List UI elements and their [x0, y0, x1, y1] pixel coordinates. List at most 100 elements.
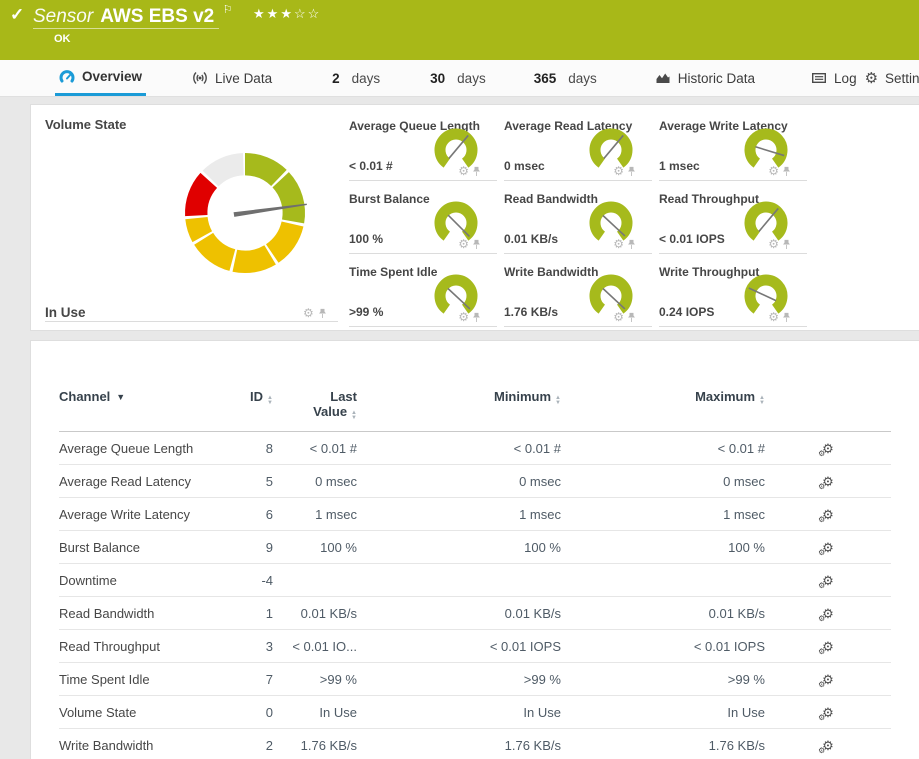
mini-gauge-cell[interactable]: Read Throughput < 0.01 IOPS ⚙ — [659, 181, 807, 254]
gauge-settings-gear-icon[interactable]: ⚙ — [768, 237, 779, 251]
stars-filled[interactable]: ★★★ — [253, 6, 294, 21]
tab-historic-data[interactable]: Historic Data — [651, 60, 759, 96]
channel-maximum: >99 % — [727, 671, 765, 687]
flag-icon[interactable]: ⚐ — [222, 4, 233, 16]
mini-gauge-cell[interactable]: Average Read Latency 0 msec ⚙ — [504, 108, 652, 181]
mini-gauge-dial — [744, 201, 788, 241]
channel-name[interactable]: Write Bandwidth — [59, 737, 154, 753]
channel-settings-icon[interactable]: ⚙ ⚙ — [818, 440, 834, 458]
mini-gauge-cell[interactable]: Average Write Latency 1 msec ⚙ — [659, 108, 807, 181]
gauge-settings-gear-icon[interactable]: ⚙ — [613, 164, 624, 178]
tab-log[interactable]: Log — [807, 60, 861, 96]
column-header-last-value[interactable]: Last Value ▲ ▼ — [313, 389, 357, 421]
tab-overview[interactable]: Overview — [55, 60, 147, 96]
mini-gauge-title: Average Write Latency — [659, 119, 788, 133]
channel-name[interactable]: Read Throughput — [59, 638, 160, 654]
stars-empty[interactable]: ☆☆ — [294, 6, 322, 21]
gauge-pin-icon[interactable] — [627, 166, 636, 177]
tab-2-days-number: 2 — [332, 70, 340, 86]
channel-table-panel: Channel ▼ ID ▲ ▼ Last Value ▲ ▼ Minimum ▲ ▼ Maxi… — [30, 340, 919, 759]
settings-gear-icon: ⚙ — [864, 69, 879, 87]
channel-name[interactable]: Average Queue Length — [59, 440, 194, 456]
table-row[interactable]: Downtime -4 ⚙ ⚙ — [59, 564, 891, 597]
channel-settings-icon[interactable]: ⚙ ⚙ — [818, 539, 834, 557]
mini-gauge-cell[interactable]: Average Queue Length < 0.01 # ⚙ — [349, 108, 497, 181]
table-row[interactable]: Volume State 0 In Use In Use In Use ⚙ ⚙ — [59, 696, 891, 729]
channel-name[interactable]: Read Bandwidth — [59, 605, 155, 621]
channel-settings-icon[interactable]: ⚙ ⚙ — [818, 737, 834, 755]
table-row[interactable]: Read Bandwidth 1 0.01 KB/s 0.01 KB/s 0.0… — [59, 597, 891, 630]
sort-desc-icon: ▼ — [116, 392, 126, 402]
tab-settings[interactable]: ⚙ Settings — [861, 60, 919, 96]
channel-id: -4 — [261, 572, 273, 588]
channel-name[interactable]: Volume State — [59, 704, 137, 720]
column-header-channel[interactable]: Channel ▼ — [59, 389, 126, 404]
gauge-pin-icon[interactable] — [782, 239, 791, 250]
mini-gauge-cell[interactable]: Time Spent Idle >99 % ⚙ — [349, 254, 497, 327]
gauge-settings-gear-icon[interactable]: ⚙ — [303, 306, 314, 320]
mini-gauge-value: 0.01 KB/s — [504, 232, 559, 246]
gauge-settings-gear-icon[interactable]: ⚙ — [458, 164, 469, 178]
tab-365-days[interactable]: 365 days — [530, 60, 601, 96]
table-row[interactable]: Average Queue Length 8 < 0.01 # < 0.01 #… — [59, 432, 891, 465]
sort-icon: ▲ ▼ — [267, 395, 273, 406]
mini-gauge-dial — [589, 274, 633, 314]
area-chart-icon — [656, 73, 670, 83]
gauge-pin-icon[interactable] — [782, 312, 791, 323]
table-row[interactable]: Write Bandwidth 2 1.76 KB/s 1.76 KB/s 1.… — [59, 729, 891, 759]
gauge-pin-icon[interactable] — [627, 312, 636, 323]
gauge-pin-icon[interactable] — [627, 239, 636, 250]
table-row[interactable]: Burst Balance 9 100 % 100 % 100 % ⚙ ⚙ — [59, 531, 891, 564]
channel-name[interactable]: Average Read Latency — [59, 473, 192, 489]
channel-minimum: < 0.01 IOPS — [489, 638, 561, 654]
gauge-icon — [59, 69, 75, 82]
column-header-id[interactable]: ID ▲ ▼ — [250, 389, 273, 406]
channel-settings-icon[interactable]: ⚙ ⚙ — [818, 671, 834, 689]
channel-settings-icon[interactable]: ⚙ ⚙ — [818, 605, 834, 623]
gauge-pin-icon[interactable] — [472, 166, 481, 177]
channel-id: 9 — [265, 539, 273, 555]
column-header-maximum[interactable]: Maximum ▲ ▼ — [695, 389, 765, 406]
table-row[interactable]: Time Spent Idle 7 >99 % >99 % >99 % ⚙ ⚙ — [59, 663, 891, 696]
gauge-pin-icon[interactable] — [782, 166, 791, 177]
channel-name[interactable]: Time Spent Idle — [59, 671, 150, 687]
channel-settings-icon[interactable]: ⚙ ⚙ — [818, 638, 834, 656]
tab-live-data[interactable]: Live Data — [188, 60, 276, 96]
mini-gauge-cell[interactable]: Write Throughput 0.24 IOPS ⚙ — [659, 254, 807, 327]
gauge-settings-gear-icon[interactable]: ⚙ — [458, 237, 469, 251]
gauge-pin-icon[interactable] — [472, 239, 481, 250]
volume-state-gauge-cell[interactable]: Volume State In Use ⚙ — [31, 105, 349, 330]
gauge-pin-icon[interactable] — [472, 312, 481, 323]
table-row[interactable]: Average Write Latency 6 1 msec 1 msec 1 … — [59, 498, 891, 531]
tab-30-days[interactable]: 30 days — [426, 60, 490, 96]
gauge-settings-gear-icon[interactable]: ⚙ — [768, 164, 779, 178]
tab-2-days[interactable]: 2 days — [328, 60, 384, 96]
channel-name[interactable]: Average Write Latency — [59, 506, 191, 522]
table-row[interactable]: Average Read Latency 5 0 msec 0 msec 0 m… — [59, 465, 891, 498]
mini-gauge-cell[interactable]: Read Bandwidth 0.01 KB/s ⚙ — [504, 181, 652, 254]
mini-gauge-title: Average Queue Length — [349, 119, 480, 133]
mini-gauge-title: Average Read Latency — [504, 119, 633, 133]
mini-gauge-cell[interactable]: Write Bandwidth 1.76 KB/s ⚙ — [504, 254, 652, 327]
channel-settings-icon[interactable]: ⚙ ⚙ — [818, 506, 834, 524]
gauge-settings-gear-icon[interactable]: ⚙ — [768, 310, 779, 324]
channel-name[interactable]: Downtime — [59, 572, 117, 588]
gauge-settings-gear-icon[interactable]: ⚙ — [613, 310, 624, 324]
table-row[interactable]: Read Throughput 3 < 0.01 IO... < 0.01 IO… — [59, 630, 891, 663]
sensor-name[interactable]: AWS EBS v2 — [100, 6, 215, 27]
table-header-row: Channel ▼ ID ▲ ▼ Last Value ▲ ▼ Minimum ▲ ▼ Maxi… — [59, 341, 891, 432]
mini-gauge-cell[interactable]: Burst Balance 100 % ⚙ — [349, 181, 497, 254]
channel-settings-icon[interactable]: ⚙ ⚙ — [818, 572, 834, 590]
gauge-settings-gear-icon[interactable]: ⚙ — [613, 237, 624, 251]
column-header-minimum[interactable]: Minimum ▲ ▼ — [493, 389, 561, 406]
channel-settings-icon[interactable]: ⚙ ⚙ — [818, 704, 834, 722]
channel-name[interactable]: Burst Balance — [59, 539, 140, 555]
priority-stars[interactable]: ★★★☆☆ — [253, 6, 321, 21]
mini-gauge-dial — [589, 201, 633, 241]
tab-overview-label: Overview — [82, 69, 143, 84]
gauge-settings-gear-icon[interactable]: ⚙ — [458, 310, 469, 324]
channel-settings-icon[interactable]: ⚙ ⚙ — [818, 473, 834, 491]
sensor-header: ✓ Sensor AWS EBS v2 ⚐ ★★★☆☆ OK — [0, 0, 919, 60]
channel-last-value: < 0.01 IO... — [292, 638, 357, 654]
gauge-pin-icon[interactable] — [318, 308, 327, 319]
